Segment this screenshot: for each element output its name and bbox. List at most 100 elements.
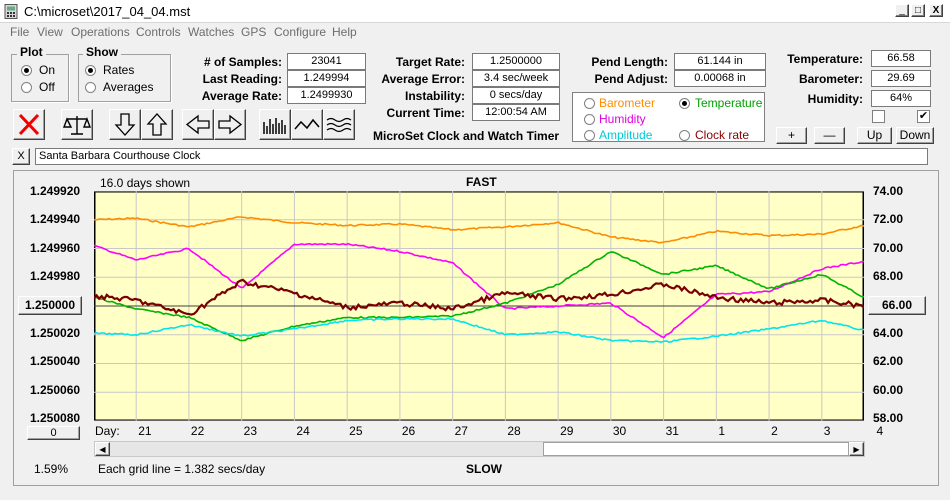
plus-button[interactable]: + (776, 127, 807, 144)
scroll-left-button[interactable]: ◀ (95, 442, 110, 456)
last-reading-label: Last Reading: (202, 72, 282, 86)
balance-button[interactable] (61, 109, 93, 140)
average-rate-value: 1.2499930 (287, 87, 366, 104)
day-tick-label: 24 (296, 424, 310, 438)
show-rates-label[interactable]: Rates (103, 63, 135, 77)
humidity-radio[interactable] (584, 114, 595, 125)
left-axis-tick: 1.250080 (30, 411, 81, 425)
pend-adjust-value: 0.00068 in (674, 70, 766, 87)
left-axis-center-button[interactable]: 1.250000 (18, 296, 82, 315)
right-axis-tick: 62.00 (873, 354, 904, 368)
restore-button[interactable]: □ (911, 4, 925, 17)
plot-on-label[interactable]: On (39, 63, 56, 77)
right-axis-center-button[interactable]: 66.00 (868, 296, 926, 315)
humidity-value: 64% (871, 90, 931, 107)
show-averages-radio[interactable] (85, 82, 96, 93)
minimize-button[interactable]: _ (895, 4, 909, 17)
amplitude-option[interactable]: Amplitude (599, 128, 653, 142)
show-rates-radio[interactable] (85, 65, 96, 76)
menu-view[interactable]: View (37, 25, 63, 39)
scroll-thumb[interactable] (543, 442, 849, 456)
series-line (94, 216, 864, 244)
temperature-label: Temperature: (787, 52, 863, 66)
temperature-option[interactable]: Temperature (695, 96, 763, 110)
grid-note-label: Each grid line = 1.382 secs/day (98, 462, 266, 476)
line-chart-icon (294, 118, 320, 130)
barometer-option[interactable]: Barometer (599, 96, 656, 110)
down-button[interactable]: Down (896, 127, 934, 144)
slow-label: SLOW (466, 462, 502, 476)
last-reading-value: 1.249994 (287, 70, 366, 87)
day-tick-label: 29 (560, 424, 574, 438)
minus-button[interactable]: — (814, 127, 845, 144)
scale-icon (62, 116, 92, 135)
bar-chart-button[interactable] (259, 109, 291, 140)
line-chart-button[interactable] (291, 109, 323, 140)
day-tick-label: 22 (190, 424, 205, 438)
wave-chart-button[interactable] (323, 109, 355, 140)
day-tick-label: 31 (665, 424, 679, 438)
humidity-label: Humidity: (807, 92, 863, 106)
left-axis-tick: 1.250020 (30, 326, 81, 340)
series-line (94, 242, 864, 339)
description-field[interactable]: Santa Barbara Courthouse Clock (35, 148, 928, 165)
clock-rate-option[interactable]: Clock rate (695, 128, 750, 142)
day-tick-label: 28 (507, 424, 521, 438)
menu-configure[interactable]: Configure (274, 25, 327, 39)
day-tick-label: 1 (718, 424, 726, 438)
clock-rate-radio[interactable] (679, 130, 690, 141)
pend-adjust-label: Pend Adjust: (594, 72, 668, 86)
menu-file[interactable]: File (10, 25, 30, 39)
scroll-right-button[interactable]: ▶ (849, 442, 864, 456)
average-error-value: 3.4 sec/week (472, 70, 560, 87)
amplitude-radio[interactable] (584, 130, 595, 141)
stop-button[interactable] (13, 109, 45, 140)
percent-label: 1.59% (34, 462, 69, 476)
menu-operations[interactable]: Operations (71, 25, 130, 39)
pend-length-value: 61.144 in (674, 53, 766, 70)
right-axis-tick: 74.00 (873, 184, 904, 198)
right-axis-tick: 70.00 (873, 241, 904, 255)
left-checkbox[interactable] (872, 110, 885, 123)
menu-help[interactable]: Help (332, 25, 357, 39)
chart-scrollbar[interactable]: ◀ ▶ (94, 441, 865, 457)
right-arrow-button[interactable] (214, 109, 246, 140)
rate-chart (94, 191, 864, 421)
left-axis-tick: 1.249960 (30, 241, 81, 255)
plot-off-radio[interactable] (21, 82, 32, 93)
plot-off-label[interactable]: Off (39, 80, 55, 94)
right-axis-tick: 60.00 (873, 383, 904, 397)
series-line (94, 317, 864, 344)
menu-watches[interactable]: Watches (188, 25, 235, 39)
up-button[interactable]: Up (857, 127, 892, 144)
app-icon (4, 4, 18, 19)
menu-controls[interactable]: Controls (136, 25, 181, 39)
down-arrow-button[interactable] (109, 109, 141, 140)
instability-value: 0 secs/day (472, 87, 560, 104)
show-averages-label[interactable]: Averages (103, 80, 154, 94)
arrow-left-icon (185, 114, 210, 135)
description-close-button[interactable]: X (12, 148, 30, 165)
day-tick-label: 21 (138, 424, 152, 438)
temperature-radio[interactable] (679, 98, 690, 109)
days-shown-label: 16.0 days shown (100, 176, 191, 190)
samples-value: 23041 (287, 53, 366, 70)
close-button[interactable]: X (929, 4, 943, 17)
left-axis-tick: 1.250060 (30, 383, 81, 397)
menu-bar: File View Operations Controls Watches GP… (0, 23, 950, 43)
plot-group (11, 54, 69, 102)
day-tick-label: 30 (612, 424, 627, 438)
humidity-option[interactable]: Humidity (599, 112, 646, 126)
barometer-radio[interactable] (584, 98, 595, 109)
window-title: C:\microset\2017_04_04.mst (24, 4, 191, 19)
left-axis-tick: 1.249940 (30, 212, 81, 226)
arrow-down-icon (114, 113, 136, 136)
plot-group-title: Plot (17, 45, 46, 59)
up-arrow-button[interactable] (141, 109, 173, 140)
right-checkbox[interactable]: ✔ (917, 110, 930, 123)
zero-button[interactable]: 0 (27, 426, 80, 440)
menu-gps[interactable]: GPS (241, 25, 267, 39)
day-tick-label: 4 (876, 424, 884, 438)
left-arrow-button[interactable] (182, 109, 214, 140)
plot-on-radio[interactable] (21, 65, 32, 76)
